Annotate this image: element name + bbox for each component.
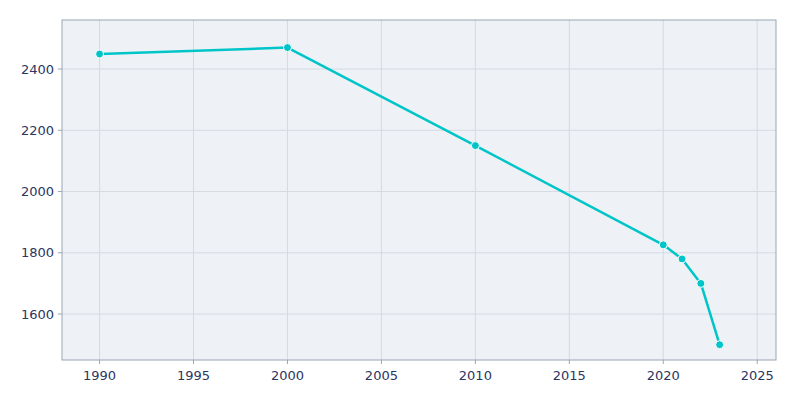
x-tick [663,360,664,364]
x-tick-label: 2020 [647,368,680,383]
x-grid-line [757,20,758,360]
y-tick [58,314,62,315]
y-grid-line [62,252,776,253]
x-tick-label: 2000 [271,368,304,383]
point [471,142,479,150]
y-tick [58,191,62,192]
point [716,341,724,349]
x-grid-line [193,20,194,360]
x-tick [99,360,100,364]
y-grid-line [62,130,776,131]
x-tick-label: 2015 [553,368,586,383]
x-tick [381,360,382,364]
point [659,241,667,249]
y-grid-line [62,69,776,70]
y-tick [58,130,62,131]
plot-background [62,20,776,360]
axes: 1990 1995 2000 2005 2010 2015 2020 2025 1600 1800… [21,62,774,383]
point [283,44,291,52]
x-tick-label: 2010 [459,368,492,383]
x-grid-line [475,20,476,360]
x-grid-line [663,20,664,360]
x-tick [287,360,288,364]
y-tick-label: 1800 [21,245,54,260]
chart-svg: 1990 1995 2000 2005 2010 2015 2020 2025 1600 1800… [0,0,800,400]
grid [62,20,776,360]
chart-container: 1990 1995 2000 2005 2010 2015 2020 2025 1600 1800… [0,0,800,400]
line [100,48,720,345]
point [697,279,705,287]
y-tick-label: 2400 [21,62,54,77]
x-tick [757,360,758,364]
x-tick-label: 2005 [365,368,398,383]
x-grid-line [569,20,570,360]
x-tick-label: 1990 [83,368,116,383]
y-grid-line [62,314,776,315]
x-grid-line [99,20,100,360]
point [96,50,104,58]
y-tick [58,252,62,253]
x-tick [475,360,476,364]
x-tick-label: 1995 [177,368,210,383]
point [678,255,686,263]
y-grid-line [62,191,776,192]
x-tick [569,360,570,364]
x-grid-line [381,20,382,360]
x-tick [193,360,194,364]
plot-frame [62,20,776,360]
y-tick-label: 2200 [21,123,54,138]
y-tick-label: 1600 [21,307,54,322]
x-tick-label: 2025 [741,368,774,383]
data-layer [96,44,724,349]
y-tick [58,69,62,70]
y-tick-label: 2000 [21,184,54,199]
x-grid-line [287,20,288,360]
